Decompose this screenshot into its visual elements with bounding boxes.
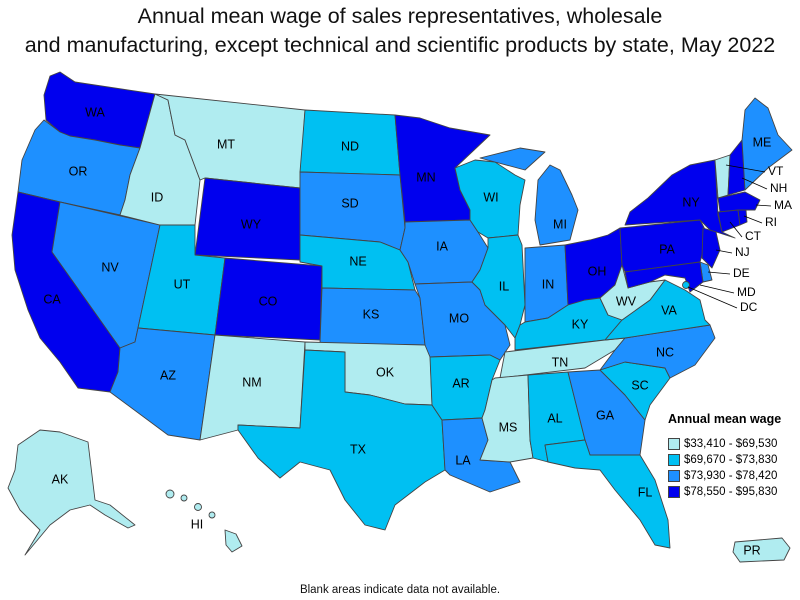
legend-item: $69,670 - $73,830: [668, 452, 798, 468]
legend-item: $33,410 - $69,530: [668, 436, 798, 452]
map-title: Annual mean wage of sales representative…: [0, 2, 800, 60]
state-IL[interactable]: [471, 234, 526, 339]
state-HI[interactable]: [165, 489, 243, 553]
label-CT: CT: [745, 229, 762, 243]
label-KY: KY: [572, 317, 589, 331]
label-IL: IL: [499, 279, 509, 293]
state-TX[interactable]: [237, 349, 446, 531]
label-PA: PA: [659, 242, 675, 256]
label-NH: NH: [770, 181, 787, 195]
state-NJ[interactable]: [701, 227, 721, 269]
label-WI: WI: [483, 190, 498, 204]
label-WY: WY: [241, 217, 262, 231]
label-NM: NM: [242, 375, 261, 389]
leader-lines: [687, 164, 772, 309]
label-AZ: AZ: [160, 368, 176, 382]
label-NV: NV: [101, 260, 119, 274]
label-WA: WA: [85, 105, 105, 119]
state-PR[interactable]: [732, 537, 791, 563]
label-AK: AK: [52, 472, 69, 486]
state-MI[interactable]: [479, 147, 579, 246]
label-MD: MD: [737, 285, 756, 299]
title-line-1: Annual mean wage of sales representative…: [137, 4, 663, 28]
legend-swatch: [668, 470, 680, 482]
label-MN: MN: [416, 170, 435, 184]
label-NY: NY: [682, 195, 700, 209]
label-NJ: NJ: [735, 245, 750, 259]
label-NE: NE: [349, 254, 366, 268]
label-LA: LA: [455, 453, 471, 467]
label-MO: MO: [449, 311, 469, 325]
legend-swatch: [668, 454, 680, 466]
label-NC: NC: [656, 345, 674, 359]
state-MD[interactable]: [624, 261, 704, 293]
label-VA: VA: [661, 303, 677, 317]
legend-swatch: [668, 438, 680, 450]
legend-label: $78,550 - $95,830: [684, 486, 778, 498]
label-CA: CA: [43, 292, 61, 306]
label-DC: DC: [740, 300, 758, 314]
label-PR: PR: [743, 543, 760, 557]
label-MT: MT: [217, 137, 235, 151]
label-OH: OH: [588, 264, 607, 278]
legend-title: Annual mean wage: [668, 412, 782, 426]
label-AL: AL: [547, 411, 562, 425]
legend-label: $69,670 - $73,830: [684, 454, 778, 466]
state-RI[interactable]: [737, 209, 748, 226]
label-TX: TX: [350, 442, 367, 456]
label-RI: RI: [765, 215, 777, 229]
label-SD: SD: [341, 196, 358, 210]
label-IN: IN: [542, 277, 555, 291]
label-OK: OK: [376, 365, 395, 379]
label-TN: TN: [552, 355, 569, 369]
title-line-2: and manufacturing, except technical and …: [24, 33, 776, 57]
legend-swatch: [668, 486, 680, 498]
state-NC[interactable]: [599, 324, 716, 379]
label-KS: KS: [363, 307, 380, 321]
label-ME: ME: [753, 135, 772, 149]
legend: Annual mean wage $33,410 - $69,530 $69,6…: [668, 412, 798, 500]
label-OR: OR: [69, 164, 88, 178]
label-SC: SC: [631, 378, 648, 392]
label-VT: VT: [768, 164, 784, 178]
legend-label: $33,410 - $69,530: [684, 438, 778, 450]
label-MS: MS: [499, 420, 518, 434]
state-CT[interactable]: [717, 209, 741, 233]
label-WV: WV: [616, 294, 637, 308]
state-FL[interactable]: [544, 439, 671, 549]
label-ID: ID: [151, 190, 164, 204]
label-FL: FL: [638, 485, 653, 499]
label-GA: GA: [596, 408, 615, 422]
label-AR: AR: [452, 376, 469, 390]
label-MI: MI: [553, 217, 567, 231]
state-DC[interactable]: [682, 281, 690, 289]
label-IA: IA: [436, 239, 448, 253]
legend-item: $73,930 - $78,420: [668, 468, 798, 484]
label-MA: MA: [774, 198, 792, 212]
label-UT: UT: [174, 277, 191, 291]
state-AK[interactable]: [7, 429, 136, 556]
legend-item: $78,550 - $95,830: [668, 484, 798, 500]
legend-label: $73,930 - $78,420: [684, 470, 778, 482]
label-DE: DE: [733, 266, 750, 280]
label-HI: HI: [191, 517, 204, 531]
state-labels: WA OR CA NV ID MT WY UT CO AZ NM ND SD N…: [43, 105, 792, 557]
footnote: Blank areas indicate data not available.: [299, 584, 501, 596]
label-CO: CO: [259, 294, 278, 308]
label-ND: ND: [341, 139, 359, 153]
